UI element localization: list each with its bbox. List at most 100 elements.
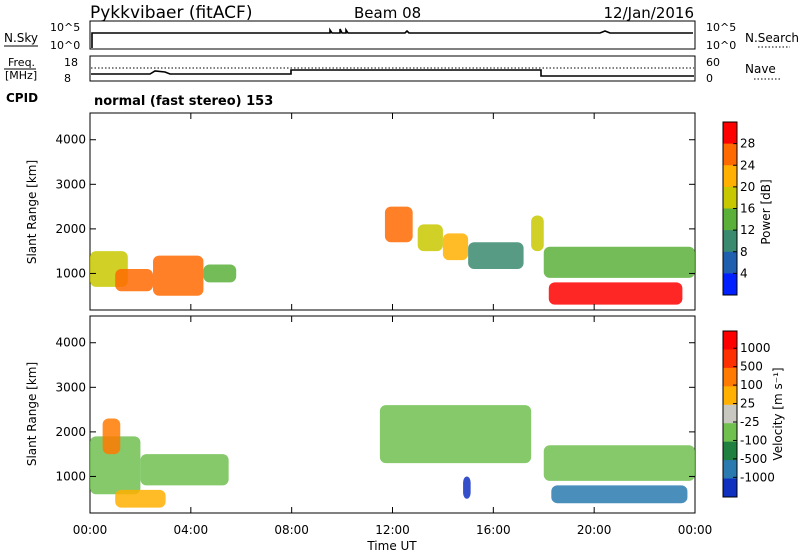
- colorbar-tick-label-0-4: 20: [740, 180, 755, 194]
- freq-tick-top: 18: [64, 56, 78, 69]
- colorbar-tick-label-0-2: 12: [740, 223, 755, 237]
- colorbar-tick-label-1-3: 25: [740, 397, 755, 411]
- velocity-colorbar-label: Velocity [m s⁻¹]: [771, 367, 785, 460]
- site-title: Pykkvibaer (fitACF): [90, 3, 252, 23]
- y-tick-label-0-2: 3000: [55, 177, 86, 191]
- beam-title: Beam 08: [354, 4, 421, 22]
- scatter-blob-0-9: [543, 246, 695, 278]
- nsearch-label: N.Search: [745, 31, 799, 45]
- time-axis-label: Time UT: [366, 539, 417, 553]
- scatter-blob-1-6: [543, 445, 695, 481]
- velocity-colorbar: 1000 500 100 25 -25 -100 -500 -1000: [722, 330, 775, 498]
- colorbar-swatch-0-4: [723, 208, 737, 231]
- scatter-blob-1-3: [115, 489, 166, 508]
- scatter-blob-1-7: [551, 485, 688, 504]
- colorbar-swatch-0-2: [723, 165, 737, 188]
- date-title: 12/Jan/2016: [604, 4, 695, 22]
- nsky-label: N.Sky: [4, 31, 38, 45]
- scatter-blob-0-8: [531, 215, 544, 252]
- nsky-trace: [91, 27, 693, 48]
- y-tick-label-0-1: 2000: [55, 222, 86, 236]
- scatter-blob-1-0: [90, 436, 141, 495]
- x-tick-label-6: 00:00: [678, 523, 713, 537]
- colorbar-tick-label-1-5: -100: [740, 433, 767, 447]
- colorbar-swatch-1-3: [723, 386, 737, 406]
- velocity-y-axis: 1000 2000 3000 4000: [55, 336, 695, 483]
- nave-tick-top: 60: [706, 56, 720, 69]
- colorbar-tick-label-1-4: -25: [740, 415, 760, 429]
- time-axis: 00:00 04:00 08:00 12:00 16:00 20:00 00:00: [73, 113, 713, 537]
- y-tick-label-1-2: 3000: [55, 380, 86, 394]
- scatter-blob-0-6: [442, 233, 469, 261]
- freq-panel: [89, 55, 696, 82]
- colorbar-tick-label-1-6: -500: [740, 452, 767, 466]
- velocity-ylabel: Slant Range [km]: [25, 362, 39, 466]
- x-tick-label-5: 20:00: [577, 523, 612, 537]
- colorbar-swatch-1-1: [723, 349, 737, 369]
- colorbar-tick-label-1-1: 500: [740, 360, 763, 374]
- y-tick-label-1-3: 4000: [55, 336, 86, 350]
- colorbar-tick-label-1-0: 1000: [740, 341, 771, 355]
- y-tick-label-0-0: 1000: [55, 266, 86, 280]
- scatter-blob-0-1: [115, 268, 154, 292]
- velocity-data-marks: [90, 405, 695, 508]
- colorbar-tick-label-0-6: 28: [740, 137, 755, 151]
- freq-tick-bottom: 8: [64, 72, 71, 85]
- scatter-blob-0-7: [468, 242, 524, 269]
- colorbar-tick-label-1-2: 100: [740, 378, 763, 392]
- colorbar-swatch-0-5: [723, 230, 737, 253]
- scatter-blob-0-2: [153, 255, 204, 296]
- scatter-blob-1-1: [102, 418, 121, 455]
- scatter-blob-0-5: [417, 224, 443, 252]
- y-tick-label-0-3: 4000: [55, 133, 86, 147]
- colorbar-tick-label-0-3: 16: [740, 202, 755, 216]
- colorbar-tick-label-0-1: 8: [740, 245, 748, 259]
- scatter-blob-0-3: [203, 264, 237, 283]
- colorbar-swatch-0-3: [723, 186, 737, 209]
- scatter-blob-1-5: [463, 476, 471, 499]
- x-tick-label-1: 04:00: [174, 523, 209, 537]
- colorbar-tick-label-0-5: 24: [740, 158, 755, 172]
- colorbar-swatch-0-6: [723, 251, 737, 274]
- power-data-marks: [90, 206, 695, 305]
- nave-tick-bottom: 0: [706, 72, 713, 85]
- scatter-blob-1-4: [379, 405, 532, 464]
- freq-trace: [91, 69, 694, 77]
- colorbar-tick-label-0-0: 4: [740, 266, 748, 280]
- colorbar-swatch-1-4: [723, 404, 737, 424]
- power-colorbar: 4 8 12 16 20 24 28: [722, 121, 755, 296]
- scatter-blob-0-10: [548, 282, 683, 305]
- freq-label-line2: [MHz]: [5, 69, 37, 82]
- power-ylabel: Slant Range [km]: [25, 160, 39, 264]
- nave-label: Nave: [745, 62, 776, 76]
- cpid-text: normal (fast stereo) 153: [94, 94, 273, 109]
- x-tick-label-2: 08:00: [274, 523, 309, 537]
- y-tick-label-1-1: 2000: [55, 425, 86, 439]
- scatter-blob-1-2: [140, 454, 229, 486]
- colorbar-swatch-1-6: [723, 441, 737, 461]
- power-colorbar-label: Power [dB]: [759, 179, 773, 244]
- scatter-blob-0-4: [384, 206, 413, 243]
- colorbar-swatch-1-0: [723, 331, 737, 350]
- colorbar-tick-label-1-7: -1000: [740, 470, 775, 484]
- x-tick-label-0: 00:00: [73, 523, 108, 537]
- colorbar-swatch-1-2: [723, 367, 737, 387]
- noise-tick-left-top: 10^5: [50, 21, 80, 34]
- colorbar-swatch-0-7: [723, 273, 737, 296]
- colorbar-swatch-1-8: [723, 478, 737, 498]
- colorbar-swatch-0-0: [723, 122, 737, 145]
- noise-tick-right-top: 10^5: [706, 21, 736, 34]
- noise-panel: [89, 20, 696, 50]
- power-y-axis: 1000 2000 3000 4000: [55, 133, 695, 280]
- x-tick-label-3: 12:00: [375, 523, 410, 537]
- noise-tick-right-bottom: 10^0: [706, 39, 736, 52]
- y-tick-label-1-0: 1000: [55, 469, 86, 483]
- colorbar-swatch-1-7: [723, 460, 737, 480]
- x-tick-label-4: 16:00: [476, 523, 511, 537]
- colorbar-swatch-1-5: [723, 423, 737, 443]
- noise-tick-left-bottom: 10^0: [50, 39, 80, 52]
- colorbar-frame-1: [722, 330, 738, 498]
- cpid-label: CPID: [6, 91, 38, 105]
- colorbar-swatch-0-1: [723, 143, 737, 166]
